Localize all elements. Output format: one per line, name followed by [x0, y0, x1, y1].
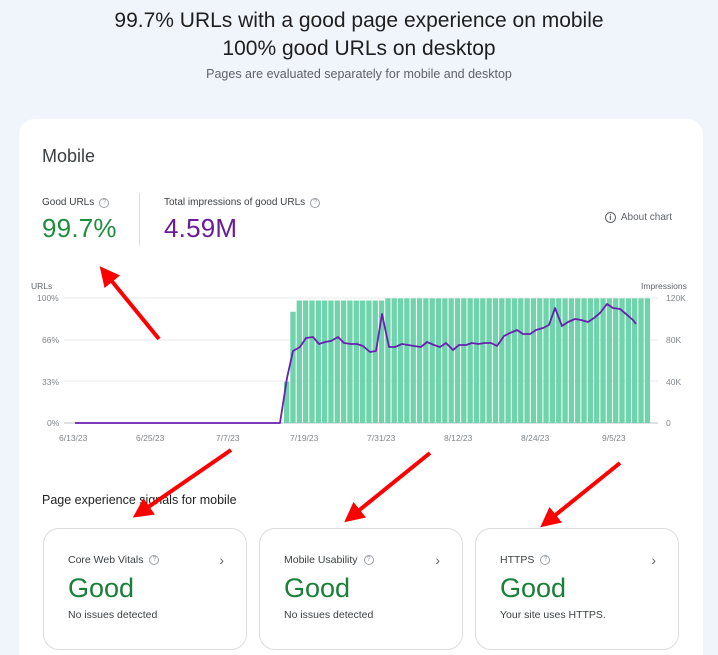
x-tick: 6/25/23 — [136, 433, 165, 443]
about-chart-label: About chart — [620, 212, 672, 223]
signal-detail: No issues detected — [68, 609, 158, 621]
page-subtitle: Pages are evaluated separately for mobil… — [206, 67, 512, 81]
card-title: Mobile — [42, 146, 96, 166]
help-icon[interactable]: ? — [149, 555, 160, 565]
right-tick: 120K — [666, 293, 686, 303]
left-tick: 0% — [47, 418, 60, 428]
signal-status: Good — [500, 573, 567, 603]
x-tick: 9/5/23 — [602, 433, 626, 443]
chevron-right-icon: › — [219, 552, 224, 568]
chevron-right-icon: › — [435, 552, 440, 568]
headline-desktop: 100% good URLs on desktop — [222, 37, 496, 60]
signal-name: HTTPS — [500, 554, 535, 566]
metric-label: Total impressions of good URLs — [164, 197, 306, 208]
x-tick: 7/7/23 — [216, 433, 240, 443]
right-axis-title: Impressions — [641, 281, 687, 291]
right-tick: 80K — [666, 335, 682, 345]
right-tick: 40K — [666, 377, 682, 387]
metric-good-urls: Good URLs ? 99.7% — [42, 197, 117, 244]
mobile-card: Mobile Good URLs ? 99.7% Total impressio… — [19, 119, 703, 655]
signal-detail: No issues detected — [284, 609, 374, 621]
metric-total-impressions: Total impressions of good URLs ? 4.59M — [164, 197, 321, 244]
signal-card-mobile-usability[interactable]: Mobile Usability ? › Good No issues dete… — [259, 528, 463, 650]
x-tick: 7/19/23 — [290, 433, 319, 443]
x-tick: 7/31/23 — [367, 433, 396, 443]
signal-card-core-web-vitals[interactable]: Core Web Vitals ? › Good No issues detec… — [43, 528, 247, 650]
chevron-right-icon: › — [651, 552, 656, 568]
headline-mobile: 99.7% URLs with a good page experience o… — [114, 9, 604, 32]
signal-status: Good — [284, 573, 351, 603]
about-chart-link[interactable]: i About chart — [604, 212, 672, 223]
signal-name: Core Web Vitals — [68, 554, 144, 566]
help-icon[interactable]: ? — [99, 197, 110, 208]
signal-status: Good — [68, 573, 135, 603]
metric-divider — [139, 193, 140, 245]
metric-label: Good URLs — [42, 197, 95, 208]
x-tick: 8/24/23 — [521, 433, 550, 443]
signal-detail: Your site uses HTTPS. — [500, 609, 606, 621]
signal-name: Mobile Usability — [284, 554, 358, 566]
info-icon: i — [604, 212, 616, 223]
metric-value: 99.7% — [42, 213, 117, 243]
help-icon[interactable]: ? — [363, 555, 374, 565]
x-tick: 8/12/23 — [444, 433, 473, 443]
right-tick: 0 — [666, 418, 671, 428]
left-tick: 33% — [42, 377, 60, 387]
left-tick: 66% — [42, 335, 60, 345]
section-title: Page experience signals for mobile — [42, 493, 237, 507]
left-axis-title: URLs — [31, 281, 53, 291]
x-tick: 6/13/23 — [59, 433, 88, 443]
left-tick: 100% — [37, 293, 59, 303]
help-icon[interactable]: ? — [310, 197, 321, 208]
signal-card-https[interactable]: HTTPS ? › Good Your site uses HTTPS. — [475, 528, 679, 650]
metric-value: 4.59M — [164, 213, 238, 243]
help-icon[interactable]: ? — [540, 555, 551, 565]
